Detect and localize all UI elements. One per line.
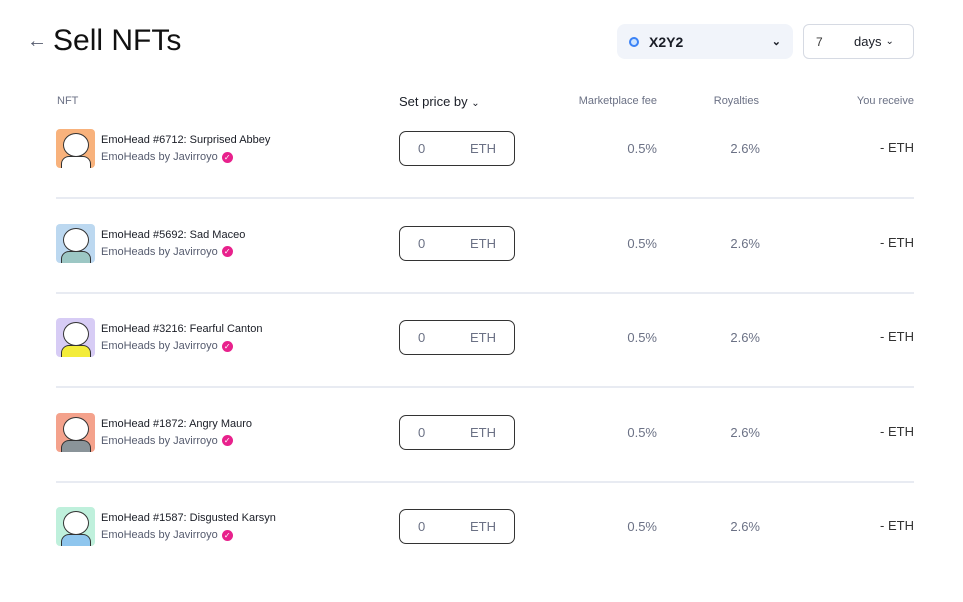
you-receive: - ETH [880, 329, 914, 345]
nft-thumbnail [56, 223, 95, 263]
verified-badge-icon: ✓ [221, 529, 233, 541]
chevron-down-icon: ⌄ [771, 36, 781, 48]
price-input[interactable]: 0 ETH [399, 320, 515, 356]
royalties: 2.6% [730, 424, 760, 440]
marketplace-label: X2Y2 [649, 33, 684, 50]
nft-collection: EmoHeads by Javirroyo ✓ [101, 151, 233, 163]
chevron-down-icon: ⌄ [885, 36, 894, 47]
price-input[interactable]: 0 ETH [399, 225, 515, 261]
marketplace-select[interactable]: X2Y2 ⌄ [617, 24, 793, 59]
price-input[interactable]: 0 ETH [399, 131, 515, 166]
nft-collection: EmoHeads by Javirroyo ✓ [101, 340, 233, 352]
verified-badge-icon: ✓ [221, 435, 233, 447]
row-divider [56, 291, 914, 294]
nft-name: EmoHead #1872: Angry Mauro [101, 417, 253, 430]
nft-thumbnail [56, 412, 95, 452]
nft-collection: EmoHeads by Javirroyo ✓ [101, 246, 233, 258]
royalties: 2.6% [730, 519, 760, 535]
nft-thumbnail [56, 129, 95, 168]
nft-name: EmoHead #6712: Surprised Abbey [101, 134, 271, 146]
verified-badge-icon: ✓ [221, 151, 233, 163]
nft-collection: EmoHeads by Javirroyo ✓ [101, 435, 233, 447]
you-receive: - ETH [880, 518, 914, 534]
chevron-down-icon: ⌄ [471, 98, 480, 109]
nft-row: EmoHead #3216: Fearful Canton EmoHeads b… [56, 318, 914, 413]
page-title: Sell NFTs [53, 24, 182, 57]
duration-select[interactable]: 7 days ⌄ [803, 24, 914, 59]
verified-badge-icon: ✓ [221, 246, 233, 258]
row-divider [56, 480, 914, 483]
nft-row: EmoHead #6712: Surprised Abbey EmoHeads … [56, 129, 914, 224]
royalties: 2.6% [730, 235, 760, 251]
marketplace-fee: 0.5% [627, 519, 657, 535]
verified-badge-icon: ✓ [221, 340, 233, 352]
duration-unit[interactable]: days [854, 34, 882, 49]
you-receive: - ETH [880, 423, 914, 439]
nft-name: EmoHead #3216: Fearful Canton [101, 323, 263, 336]
row-divider [56, 386, 914, 389]
row-divider [56, 197, 914, 199]
nft-collection: EmoHeads by Javirroyo ✓ [101, 529, 233, 541]
royalties: 2.6% [730, 330, 760, 346]
marketplace-fee: 0.5% [627, 235, 657, 251]
set-price-by-dropdown[interactable]: Set price by ⌄ [399, 94, 480, 109]
duration-input[interactable]: 7 [816, 34, 823, 49]
price-input[interactable]: 0 ETH [399, 509, 515, 545]
nft-row: EmoHead #1587: Disgusted Karsyn EmoHeads… [56, 507, 914, 602]
you-receive: - ETH [880, 234, 914, 250]
nft-name: EmoHead #5692: Sad Maceo [101, 228, 246, 241]
marketplace-fee: 0.5% [627, 141, 657, 156]
nft-name: EmoHead #1587: Disgusted Karsyn [101, 512, 276, 525]
nft-row: EmoHead #5692: Sad Maceo EmoHeads by Jav… [56, 223, 914, 319]
column-royalties: Royalties [713, 95, 759, 107]
price-input[interactable]: 0 ETH [399, 414, 515, 450]
marketplace-fee: 0.5% [627, 330, 657, 346]
column-nft: NFT [57, 95, 79, 107]
royalties: 2.6% [730, 141, 760, 156]
you-receive: - ETH [880, 140, 914, 155]
column-you-receive: You receive [856, 95, 914, 107]
set-price-label: Set price by [399, 94, 468, 109]
nft-row: EmoHead #1872: Angry Mauro EmoHeads by J… [56, 412, 914, 508]
nft-thumbnail [56, 318, 95, 358]
column-marketplace-fee: Marketplace fee [578, 95, 657, 107]
x2y2-logo-icon [629, 36, 639, 47]
arrow-left-icon[interactable]: ← [27, 30, 47, 52]
marketplace-fee: 0.5% [627, 424, 657, 440]
nft-thumbnail [56, 507, 95, 547]
